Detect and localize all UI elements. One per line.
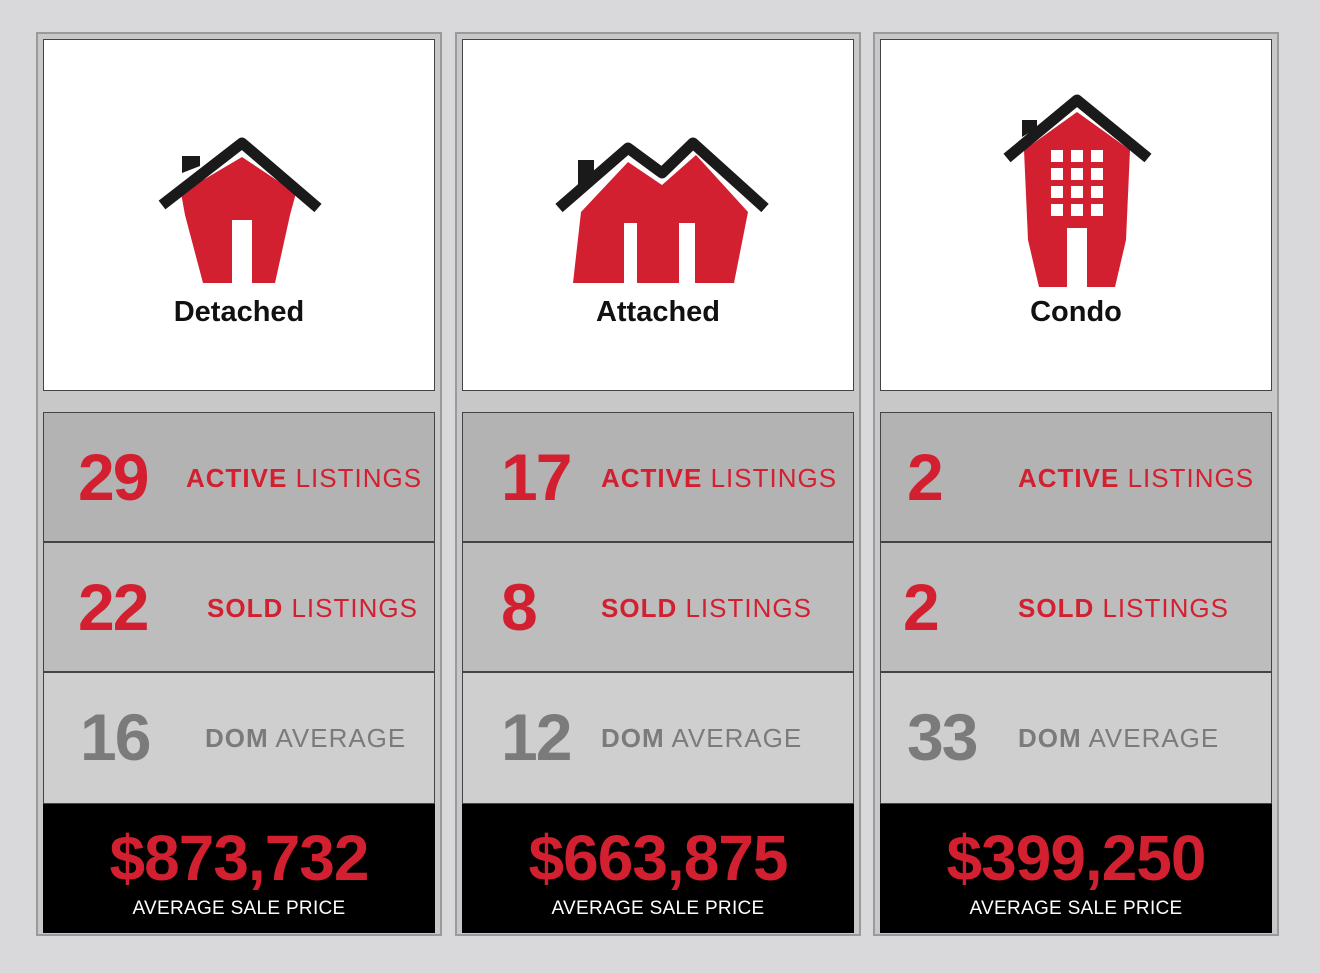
average-price-panel: $399,250 AVERAGE SALE PRICE (880, 804, 1272, 933)
sold-listings-row: 2 SOLD LISTINGS (880, 542, 1272, 672)
sold-listings-label: SOLD LISTINGS (207, 593, 418, 623)
active-listings-row: 17 ACTIVE LISTINGS (462, 412, 854, 542)
sold-listings-row: 8 SOLD LISTINGS (462, 542, 854, 672)
stat-card-attached: Attached 17 ACTIVE LISTINGS 8 SOLD LISTI… (455, 32, 861, 936)
icon-panel: Condo (880, 39, 1272, 391)
sold-listings-label: SOLD LISTINGS (1018, 593, 1229, 623)
average-sale-price-label: AVERAGE SALE PRICE (969, 898, 1183, 919)
average-sale-price-label: AVERAGE SALE PRICE (551, 898, 765, 919)
dom-average-row: 12 DOM AVERAGE (462, 672, 854, 804)
property-type-label: Attached (595, 296, 721, 328)
sold-listings-count: 8 (501, 570, 538, 644)
average-price-panel: $663,875 AVERAGE SALE PRICE (462, 804, 854, 933)
active-listings-count: 2 (907, 440, 944, 514)
dom-average-value: 12 (501, 700, 572, 774)
average-sale-price-label: AVERAGE SALE PRICE (132, 898, 346, 919)
active-listings-label: ACTIVE LISTINGS (601, 463, 838, 493)
attached-house-icon (555, 137, 769, 283)
sold-listings-label: SOLD LISTINGS (601, 593, 812, 623)
sold-listings-row: 22 SOLD LISTINGS (43, 542, 435, 672)
dom-average-value: 16 (80, 700, 151, 774)
average-sale-price: $663,875 (528, 822, 789, 894)
stat-card-detached: Detached 29 ACTIVE LISTINGS 22 SOLD LIST… (36, 32, 442, 936)
average-sale-price: $873,732 (109, 822, 370, 894)
average-sale-price: $399,250 (946, 822, 1207, 894)
icon-panel: Attached (462, 39, 854, 391)
property-type-label: Condo (1030, 296, 1122, 328)
average-price-panel: $873,732 AVERAGE SALE PRICE (43, 804, 435, 933)
active-listings-count: 17 (501, 440, 572, 514)
stat-card-condo: Condo 2 ACTIVE LISTINGS 2 SOLD LISTINGS … (873, 32, 1279, 936)
dom-average-value: 33 (907, 700, 978, 774)
dom-average-label: DOM AVERAGE (1018, 723, 1220, 753)
dom-average-row: 16 DOM AVERAGE (43, 672, 435, 804)
condo-building-icon (1003, 94, 1152, 287)
active-listings-row: 29 ACTIVE LISTINGS (43, 412, 435, 542)
property-type-label: Detached (173, 296, 305, 328)
dom-average-row: 33 DOM AVERAGE (880, 672, 1272, 804)
active-listings-count: 29 (78, 440, 149, 514)
active-listings-label: ACTIVE LISTINGS (1018, 463, 1255, 493)
sold-listings-count: 22 (78, 570, 149, 644)
detached-house-icon (158, 137, 322, 283)
icon-panel: Detached (43, 39, 435, 391)
dom-average-label: DOM AVERAGE (601, 723, 803, 753)
sold-listings-count: 2 (903, 570, 940, 644)
active-listings-label: ACTIVE LISTINGS (186, 463, 423, 493)
active-listings-row: 2 ACTIVE LISTINGS (880, 412, 1272, 542)
dom-average-label: DOM AVERAGE (205, 723, 407, 753)
